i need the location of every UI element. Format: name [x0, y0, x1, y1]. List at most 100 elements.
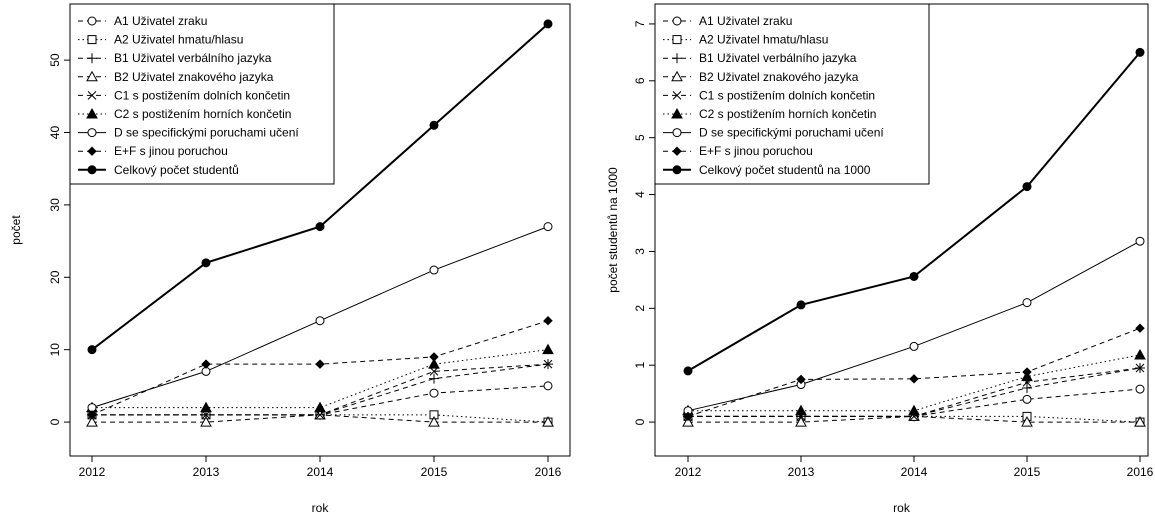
series-5	[87, 359, 553, 420]
series-4	[86, 408, 554, 427]
legend-label: A1 Uživatel zraku	[114, 14, 207, 28]
x-tick-label: 2012	[79, 465, 106, 479]
data-point	[314, 401, 326, 413]
data-point	[543, 316, 553, 326]
data-point	[1134, 348, 1146, 360]
legend-label: B1 Uživatel verbálního jazyka	[114, 51, 272, 65]
data-point	[86, 416, 98, 427]
x-tick-label: 2015	[421, 465, 448, 479]
y-tick-label: 0	[48, 418, 62, 425]
data-point	[428, 416, 440, 427]
x-axis-title: rok	[312, 501, 330, 515]
legend-marker	[672, 53, 682, 64]
data-point	[542, 416, 554, 427]
data-point	[543, 381, 553, 391]
legend-label: B1 Uživatel verbálního jazyka	[699, 51, 857, 65]
series-8	[683, 323, 1145, 422]
x-tick-label: 2015	[1014, 465, 1041, 479]
data-point	[315, 316, 325, 326]
legend-marker	[87, 16, 97, 26]
legend-marker	[86, 107, 98, 119]
series-9	[87, 19, 553, 355]
data-point	[315, 410, 325, 420]
data-point	[682, 416, 694, 427]
series-line	[687, 327, 1141, 417]
x-tick-label: 2016	[535, 465, 562, 479]
data-point	[795, 416, 807, 427]
data-point	[1022, 394, 1032, 404]
chart-panel-right: 0 1 2 3 4 5 6 7 2012 2013 2014 2015 2016 rok počet stu…	[606, 3, 1154, 515]
y-tick-label: 6	[633, 77, 647, 84]
legend-label: C1 s postižením dolních končetin	[114, 88, 290, 102]
legend-marker	[672, 35, 682, 45]
data-point	[909, 271, 919, 281]
x-tick-label: 2012	[675, 465, 702, 479]
legend-label: E+F s jinou poruchou	[699, 144, 813, 158]
y-tick-label: 4	[633, 191, 647, 198]
x-axis-title: rok	[893, 501, 911, 515]
data-point	[796, 374, 806, 385]
x-tick-label: 2013	[193, 465, 220, 479]
legend-marker	[672, 146, 682, 156]
legend-box	[69, 3, 335, 185]
legend-marker	[87, 35, 97, 45]
legend-label: Celkový počet studentů na 1000	[699, 163, 871, 177]
data-point	[1135, 363, 1145, 373]
data-point	[1022, 382, 1032, 393]
legend-label: B2 Uživatel znakového jazyka	[699, 70, 859, 84]
data-point	[543, 222, 553, 232]
data-point	[796, 300, 806, 310]
data-point	[683, 411, 693, 422]
y-tick-label: 2	[633, 305, 647, 312]
legend-marker	[87, 53, 97, 64]
data-point	[200, 401, 212, 413]
legend-marker	[86, 70, 98, 82]
legend-marker	[87, 128, 97, 138]
legend-marker	[87, 165, 97, 175]
data-point	[1135, 384, 1145, 394]
data-point	[909, 374, 919, 384]
data-point	[1022, 182, 1032, 192]
legend: A1 Uživatel zraku A2 Uživatel hmatu/hlasu…	[654, 3, 930, 185]
legend-label: C2 s postižením horních končetin	[699, 107, 876, 121]
data-point	[1134, 416, 1146, 427]
series-7	[683, 236, 1145, 416]
data-point	[200, 416, 212, 427]
data-point	[542, 343, 554, 355]
data-point	[315, 359, 325, 369]
data-point	[87, 345, 97, 355]
x-tick-label: 2014	[901, 465, 928, 479]
data-point	[1021, 416, 1033, 427]
data-point	[429, 388, 439, 398]
y-tick-label: 1	[633, 362, 647, 369]
y-tick-label: 10	[48, 343, 62, 357]
legend: A1 Uživatel zraku A2 Uživatel hmatu/hlasu…	[69, 3, 335, 185]
data-point	[1135, 323, 1145, 333]
series-line	[92, 349, 549, 409]
data-point	[1022, 367, 1032, 377]
legend-label: C1 s postižením dolních končetin	[699, 88, 875, 102]
y-tick-label: 0	[633, 418, 647, 425]
series-line	[687, 240, 1141, 412]
y-tick-label: 40	[48, 126, 62, 140]
data-point	[908, 404, 920, 416]
y-axis-title: počet studentů na 1000	[606, 167, 620, 293]
legend-label: C2 s postižením horních končetin	[114, 107, 291, 121]
x-tick-label: 2013	[788, 465, 815, 479]
legend-marker	[672, 91, 682, 100]
data-point	[429, 352, 439, 362]
series-6	[86, 343, 554, 413]
legend-marker	[87, 91, 97, 100]
legend-marker	[671, 70, 683, 82]
data-point	[315, 222, 325, 232]
legend-marker	[672, 128, 682, 138]
data-point	[1135, 47, 1145, 57]
data-point	[428, 358, 440, 369]
series-9	[683, 47, 1145, 376]
y-axis-title: počet	[9, 215, 23, 245]
chart-panel-left: 0 10 20 30 40 50 2012 2013 2014 2015 2016 rok počet A…	[9, 3, 571, 515]
data-point	[201, 359, 211, 369]
data-point	[87, 410, 97, 420]
